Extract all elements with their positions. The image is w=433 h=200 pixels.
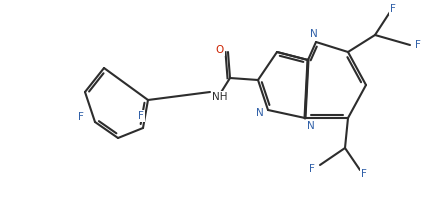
Text: NH: NH [212,92,227,102]
Text: F: F [390,4,396,14]
Text: N: N [256,108,264,118]
Text: F: F [309,164,315,174]
Text: F: F [138,111,144,121]
Text: F: F [78,112,84,122]
Text: N: N [310,29,318,39]
Text: N: N [307,121,315,131]
Text: O: O [216,45,224,55]
Text: F: F [361,169,367,179]
Text: F: F [415,40,421,50]
